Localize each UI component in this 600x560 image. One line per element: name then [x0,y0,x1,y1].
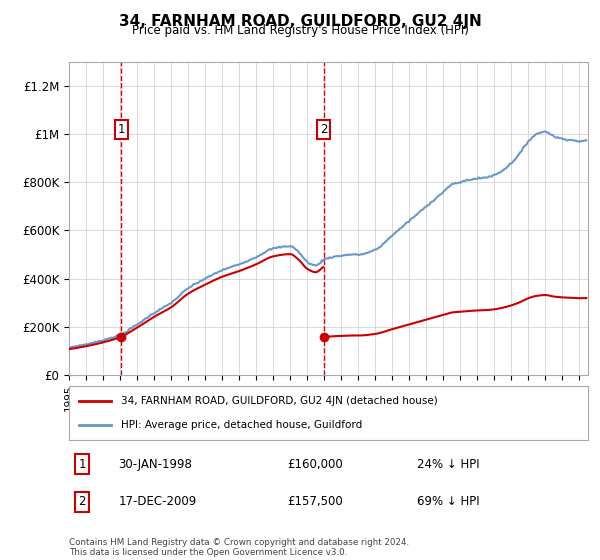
Text: £160,000: £160,000 [287,458,343,471]
Text: 2: 2 [320,123,328,136]
Text: 34, FARNHAM ROAD, GUILDFORD, GU2 4JN: 34, FARNHAM ROAD, GUILDFORD, GU2 4JN [119,14,481,29]
Text: £157,500: £157,500 [287,495,343,508]
Text: 24% ↓ HPI: 24% ↓ HPI [417,458,479,471]
Text: 2: 2 [78,495,86,508]
Text: 30-JAN-1998: 30-JAN-1998 [118,458,192,471]
Text: 1: 1 [78,458,86,471]
Text: 69% ↓ HPI: 69% ↓ HPI [417,495,479,508]
Text: HPI: Average price, detached house, Guildford: HPI: Average price, detached house, Guil… [121,420,362,430]
Text: 34, FARNHAM ROAD, GUILDFORD, GU2 4JN (detached house): 34, FARNHAM ROAD, GUILDFORD, GU2 4JN (de… [121,396,437,406]
Text: Contains HM Land Registry data © Crown copyright and database right 2024.
This d: Contains HM Land Registry data © Crown c… [69,538,409,557]
Text: 1: 1 [118,123,125,136]
Text: Price paid vs. HM Land Registry's House Price Index (HPI): Price paid vs. HM Land Registry's House … [131,24,469,37]
Text: 17-DEC-2009: 17-DEC-2009 [118,495,197,508]
